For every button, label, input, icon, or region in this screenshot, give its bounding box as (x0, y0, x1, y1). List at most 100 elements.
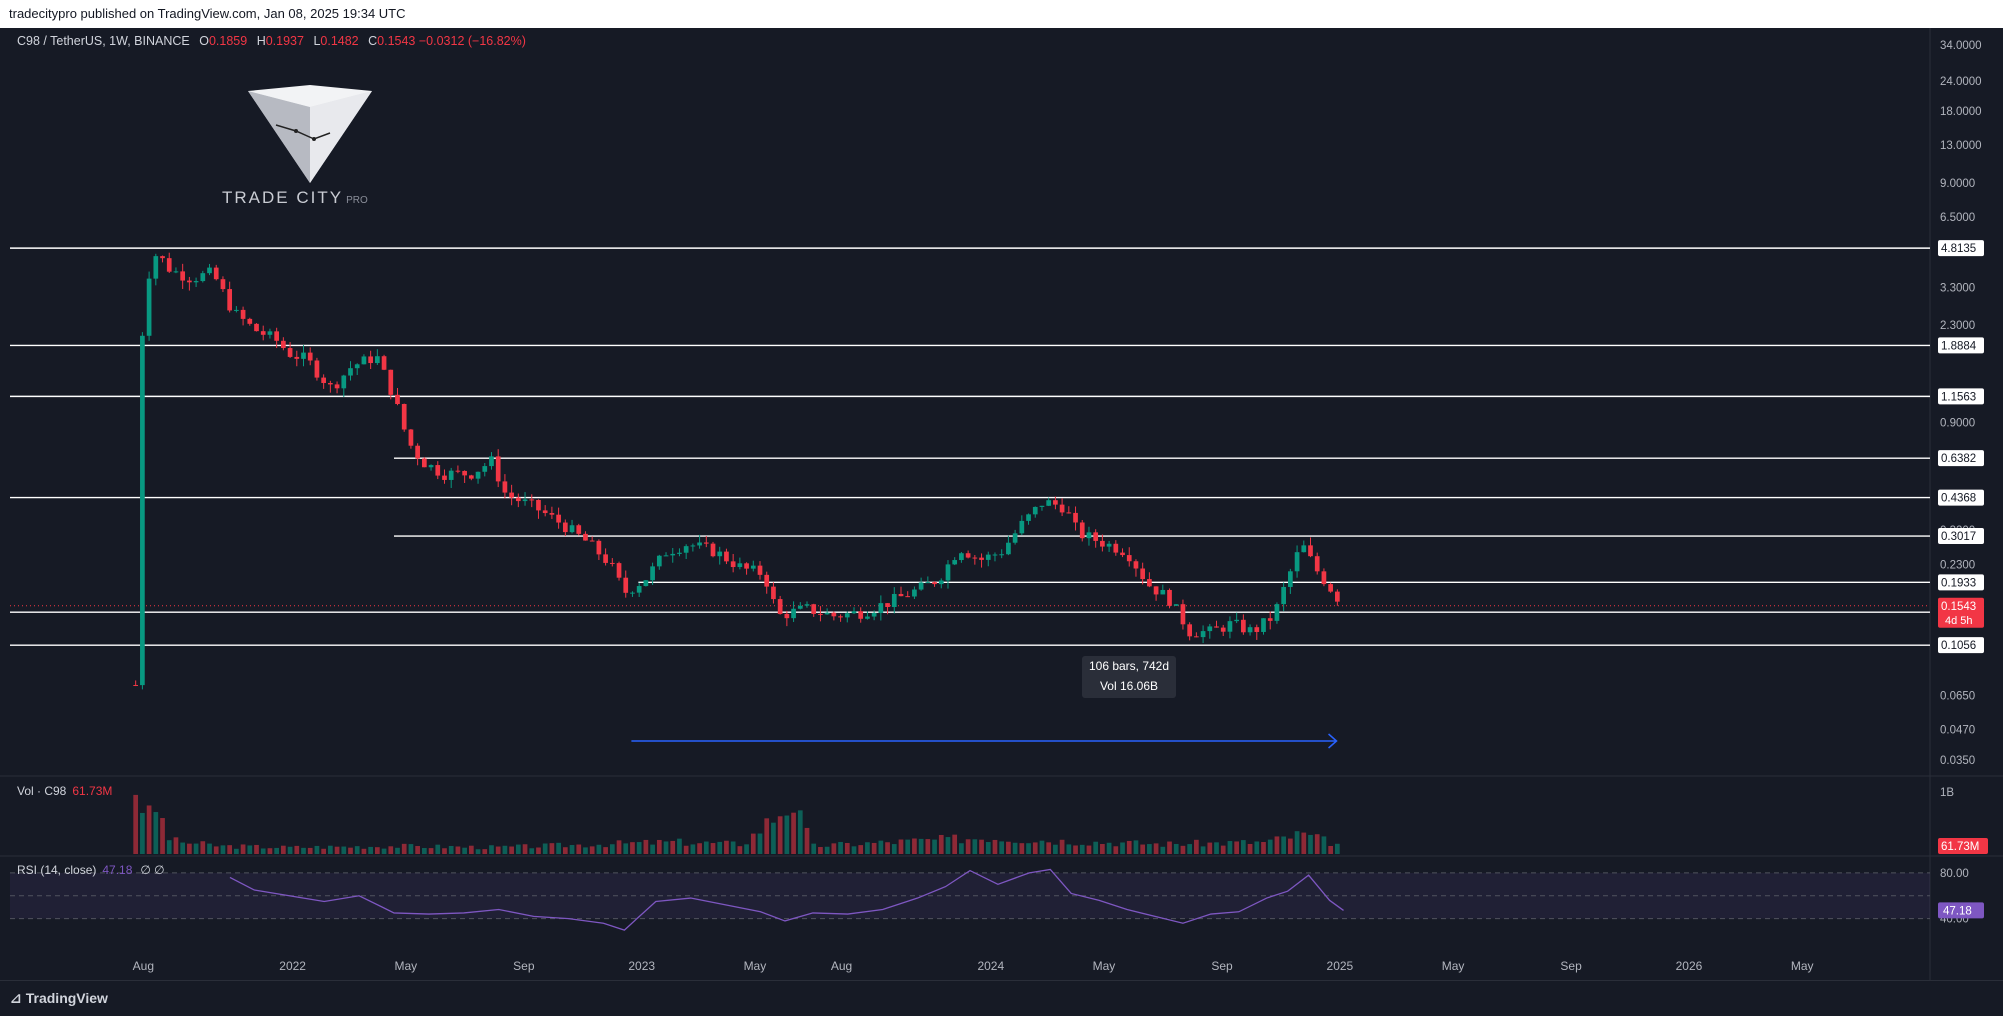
up-candle (140, 335, 145, 686)
up-candle (959, 553, 964, 561)
volume-bar (858, 845, 864, 854)
volume-bar (965, 839, 971, 854)
low-value: 0.1482 (320, 34, 359, 48)
down-candle (294, 356, 300, 359)
volume-bar (368, 846, 373, 854)
level-price-label: 0.3017 (1941, 531, 1976, 543)
down-candle (596, 540, 602, 555)
time-axis-label: Sep (1560, 959, 1582, 973)
up-candle (200, 273, 206, 282)
volume-bar (656, 839, 662, 854)
volume-bar (871, 842, 877, 854)
up-candle (482, 466, 488, 472)
rsi-line (229, 868, 1344, 931)
rsi-legend: RSI (14, close) 47.18 ∅ ∅ (17, 863, 165, 877)
down-candle (1120, 552, 1125, 556)
down-candle (603, 554, 608, 563)
volume-bar (596, 844, 602, 854)
volume-bar (1066, 844, 1072, 854)
volume-bar (1200, 846, 1206, 854)
volume-bar (650, 844, 655, 854)
volume-bar (287, 846, 293, 854)
tradingview-brand[interactable]: ⊿ TradingView (10, 990, 108, 1007)
down-candle (1059, 504, 1065, 513)
volume-bar (1180, 845, 1186, 854)
up-candle (341, 375, 347, 389)
volume-bar (905, 839, 911, 854)
chart-canvas[interactable]: 34.0000 24.0000 18.0000 13.0000 9.0000 6.5000… (0, 28, 2003, 980)
price-tick-label: 0.9000 (1940, 417, 1975, 429)
volume-bar (891, 844, 897, 854)
down-candle (307, 352, 313, 361)
down-candle (421, 458, 427, 468)
down-candle (180, 271, 186, 281)
down-candle (885, 603, 890, 608)
volume-bar (462, 847, 467, 854)
up-candle (146, 278, 152, 336)
volume-bar (401, 843, 407, 854)
current-price-label: 0.1543 (1941, 601, 1976, 613)
level-price-label: 0.6382 (1941, 453, 1976, 465)
time-axis-label: Aug (831, 959, 852, 973)
publish-header: tradecitypro published on TradingView.co… (0, 0, 2003, 28)
up-candle (1301, 545, 1307, 553)
down-candle (757, 565, 763, 575)
level-price-tag (1938, 637, 1984, 654)
down-candle (589, 540, 595, 542)
down-candle (462, 470, 467, 476)
up-candle (737, 563, 743, 568)
volume-bar (1207, 842, 1213, 854)
volume-bar (1012, 842, 1018, 854)
volume-bar (784, 815, 790, 854)
up-candle (1200, 631, 1206, 638)
down-candle (932, 582, 937, 585)
up-candle (489, 456, 494, 467)
price-tick-label: 0.0650 (1940, 691, 1975, 703)
down-candle (972, 557, 978, 559)
rsi-current-label: 47.18 (1943, 905, 1972, 917)
tradingview-logo-icon: ⊿ (10, 990, 22, 1006)
time-axis-label: Sep (1211, 959, 1233, 973)
up-candle (173, 271, 179, 273)
volume-bar (1039, 840, 1045, 854)
volume-bar (1220, 845, 1226, 854)
volume-bar (992, 839, 998, 854)
up-candle (1294, 552, 1300, 572)
time-axis-label: Aug (133, 959, 154, 973)
down-candle (321, 377, 326, 384)
down-candle (1153, 586, 1159, 595)
price-tick-label: 0.0470 (1940, 724, 1975, 736)
up-candle (1032, 506, 1038, 515)
volume-bar (1053, 844, 1058, 854)
up-candle (448, 470, 454, 480)
volume-bar (1160, 846, 1166, 854)
open-label: O (199, 34, 209, 48)
trade-city-pyramid-icon (248, 85, 372, 183)
up-candle (522, 499, 528, 502)
volume-bar (1026, 843, 1031, 854)
down-candle (556, 514, 561, 523)
volume-bar (885, 842, 890, 854)
volume-bar (831, 843, 837, 854)
down-candle (314, 360, 320, 378)
up-candle (630, 592, 635, 594)
volume-bar (180, 842, 186, 854)
down-candle (771, 586, 776, 600)
down-candle (1079, 522, 1085, 539)
volume-value: 61.73M (72, 784, 113, 798)
up-candle (1026, 514, 1031, 521)
volume-bar (301, 847, 306, 854)
close-value: 0.1543 (377, 34, 416, 48)
chart-frame[interactable]: 34.0000 24.0000 18.0000 13.0000 9.0000 6.5000… (0, 28, 2003, 980)
up-candle (663, 555, 669, 557)
volume-bar (1079, 844, 1085, 854)
volume-bar (737, 846, 743, 854)
volume-bar (811, 843, 817, 854)
down-candle (281, 340, 286, 349)
down-candle (562, 522, 568, 533)
down-candle (1267, 618, 1273, 621)
down-candle (495, 456, 501, 482)
down-candle (287, 348, 293, 357)
volume-bar (153, 812, 159, 854)
symbol-name[interactable]: C98 / TetherUS, 1W, BINANCE (17, 34, 190, 48)
